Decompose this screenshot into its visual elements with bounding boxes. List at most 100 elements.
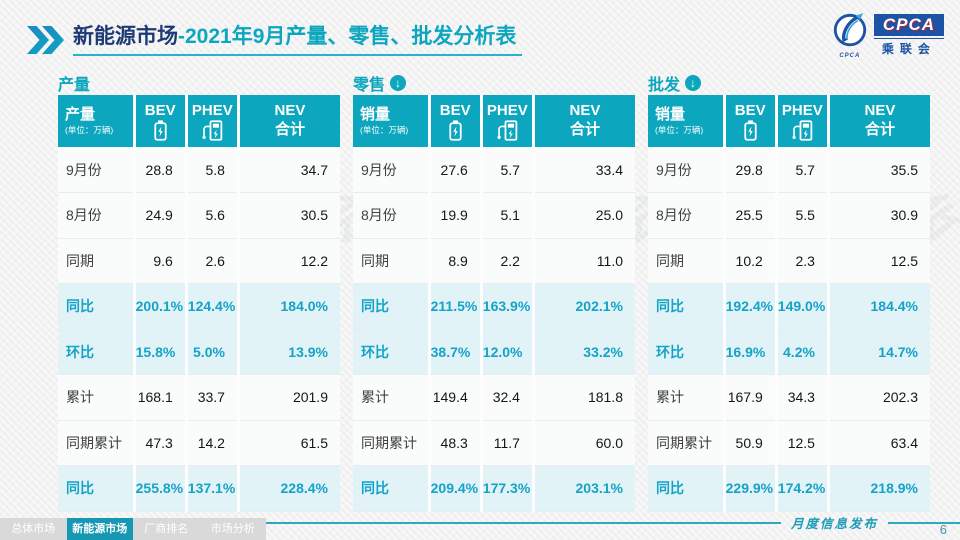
cell-value: 181.8	[531, 374, 635, 420]
row-label: 环比	[656, 343, 684, 360]
tables-area: 产量 产量 (单位：万辆) BEV	[58, 72, 930, 512]
cell-value: 137.1%	[184, 465, 239, 511]
table-row: 同比 211.5% 163.9% 202.1%	[353, 283, 635, 329]
cell-value: 33.4	[531, 147, 635, 193]
cell-value: 13.9%	[236, 329, 340, 375]
cell-value: 2.2	[479, 238, 534, 284]
table-row: 同期累计 50.9 12.5 63.4	[648, 420, 930, 466]
row-label: 累计	[66, 389, 94, 406]
cell-value: 11.0	[531, 238, 635, 284]
down-arrow-icon: ↓	[685, 75, 702, 91]
cell-value: 255.8%	[132, 465, 187, 511]
production-section-title: 产量	[58, 72, 340, 94]
cell-value: 29.8	[722, 147, 777, 193]
row-label: 8月份	[656, 207, 692, 224]
row-label: 同比	[656, 480, 684, 497]
footer-rule: 月度信息发布	[0, 513, 960, 532]
col-header-phev: PHEV	[774, 95, 829, 147]
cell-value: 16.9%	[722, 329, 777, 375]
table-row: 同期累计 48.3 11.7 60.0	[353, 420, 635, 466]
cell-value: 163.9%	[479, 283, 534, 329]
cpca-acronym: CPCA	[873, 14, 944, 36]
col-header-phev: PHEV	[479, 95, 534, 147]
footer-tab[interactable]: 新能源市场	[66, 518, 133, 540]
table-row: 8月份 19.9 5.1 25.0	[353, 192, 635, 238]
measure-label: 销量	[655, 106, 686, 124]
footer-tab[interactable]: 厂商排名	[144, 523, 189, 535]
table-row: 8月份 24.9 5.6 30.5	[58, 192, 340, 238]
row-label: 同比	[66, 480, 94, 497]
cell-value: 2.3	[774, 238, 829, 284]
wholesale-table: 销量 (单位：万辆) BEV	[648, 95, 930, 512]
battery-icon	[136, 119, 185, 141]
cell-value: 12.2	[236, 238, 340, 284]
table-row: 同期累计 47.3 14.2 61.5	[58, 420, 340, 466]
cell-value: 38.7%	[427, 329, 482, 375]
table-row: 9月份 27.6 5.7 33.4	[353, 147, 635, 193]
col-header-nev: NEV 合计	[531, 95, 635, 147]
footer-tabs: 总体市场 新能源市场 厂商排名 市场分析	[0, 518, 266, 540]
cell-value: 202.1%	[531, 283, 635, 329]
unit-label: (单位：万辆)	[655, 124, 704, 135]
table-row: 同比 209.4% 177.3% 203.1%	[353, 465, 635, 511]
charger-icon	[778, 119, 827, 141]
footer-tab[interactable]: 总体市场	[11, 523, 56, 535]
col-header-bev: BEV	[722, 95, 777, 147]
table-row: 同比 255.8% 137.1% 228.4%	[58, 465, 340, 511]
row-label: 9月份	[66, 161, 102, 178]
retail-table: 销量 (单位：万辆) BEV	[353, 95, 635, 512]
production-table: 产量 (单位：万辆) BEV	[58, 95, 340, 512]
footer-tab[interactable]: 市场分析	[210, 523, 255, 535]
cell-value: 149.4	[427, 374, 482, 420]
col-header-nev: NEV 合计	[826, 95, 930, 147]
cell-value: 167.9	[722, 374, 777, 420]
production-table-section: 产量 产量 (单位：万辆) BEV	[58, 72, 340, 512]
unit-label: (单位：万辆)	[360, 124, 409, 135]
cpca-logo: CPCA CPCA 乘联会	[831, 12, 944, 59]
cell-value: 34.7	[236, 147, 340, 193]
cell-value: 47.3	[132, 420, 187, 466]
table-row: 累计 167.9 34.3 202.3	[648, 374, 930, 420]
table-row: 同期 9.6 2.6 12.2	[58, 238, 340, 284]
table-header-row: 销量 (单位：万辆) BEV	[353, 95, 635, 147]
cell-value: 5.8	[184, 147, 239, 193]
row-label: 累计	[361, 389, 389, 406]
table-row: 9月份 28.8 5.8 34.7	[58, 147, 340, 193]
col-header-nev: NEV 合计	[236, 95, 340, 147]
table-row: 同比 192.4% 149.0% 184.4%	[648, 283, 930, 329]
table-row: 同比 200.1% 124.4% 184.0%	[58, 283, 340, 329]
cell-value: 5.7	[774, 147, 829, 193]
cell-value: 10.2	[722, 238, 777, 284]
row-label: 同比	[66, 298, 94, 315]
row-label: 环比	[361, 343, 389, 360]
cell-value: 8.9	[427, 238, 482, 284]
cell-value: 11.7	[479, 420, 534, 466]
col-header-bev: BEV	[132, 95, 187, 147]
cell-value: 184.4%	[826, 283, 930, 329]
cell-value: 14.7%	[826, 329, 930, 375]
cell-value: 211.5%	[427, 283, 482, 329]
cell-value: 184.0%	[236, 283, 340, 329]
battery-icon	[431, 119, 480, 141]
row-label: 同期累计	[656, 434, 712, 451]
retail-section-title: 零售 ↓	[353, 72, 635, 94]
cell-value: 5.6	[184, 192, 239, 238]
cell-value: 25.0	[531, 192, 635, 238]
table-header-row: 销量 (单位：万辆) BEV	[648, 95, 930, 147]
cell-value: 30.9	[826, 192, 930, 238]
cpca-emblem-caption: CPCA	[839, 53, 861, 59]
double-chevron-icon	[26, 26, 64, 59]
table-row: 累计 168.1 33.7 201.9	[58, 374, 340, 420]
cell-value: 60.0	[531, 420, 635, 466]
cell-value: 27.6	[427, 147, 482, 193]
row-label: 同期	[656, 252, 684, 269]
page-title: 新能源市场-2021年9月产量、零售、批发分析表	[73, 24, 523, 57]
cell-value: 15.8%	[132, 329, 187, 375]
cell-value: 124.4%	[184, 283, 239, 329]
cell-value: 228.4%	[236, 465, 340, 511]
cell-value: 5.5	[774, 192, 829, 238]
page-title-rest: -2021年9月产量、零售、批发分析表	[178, 25, 517, 48]
cell-value: 2.6	[184, 238, 239, 284]
unit-label: (单位：万辆)	[65, 124, 114, 135]
